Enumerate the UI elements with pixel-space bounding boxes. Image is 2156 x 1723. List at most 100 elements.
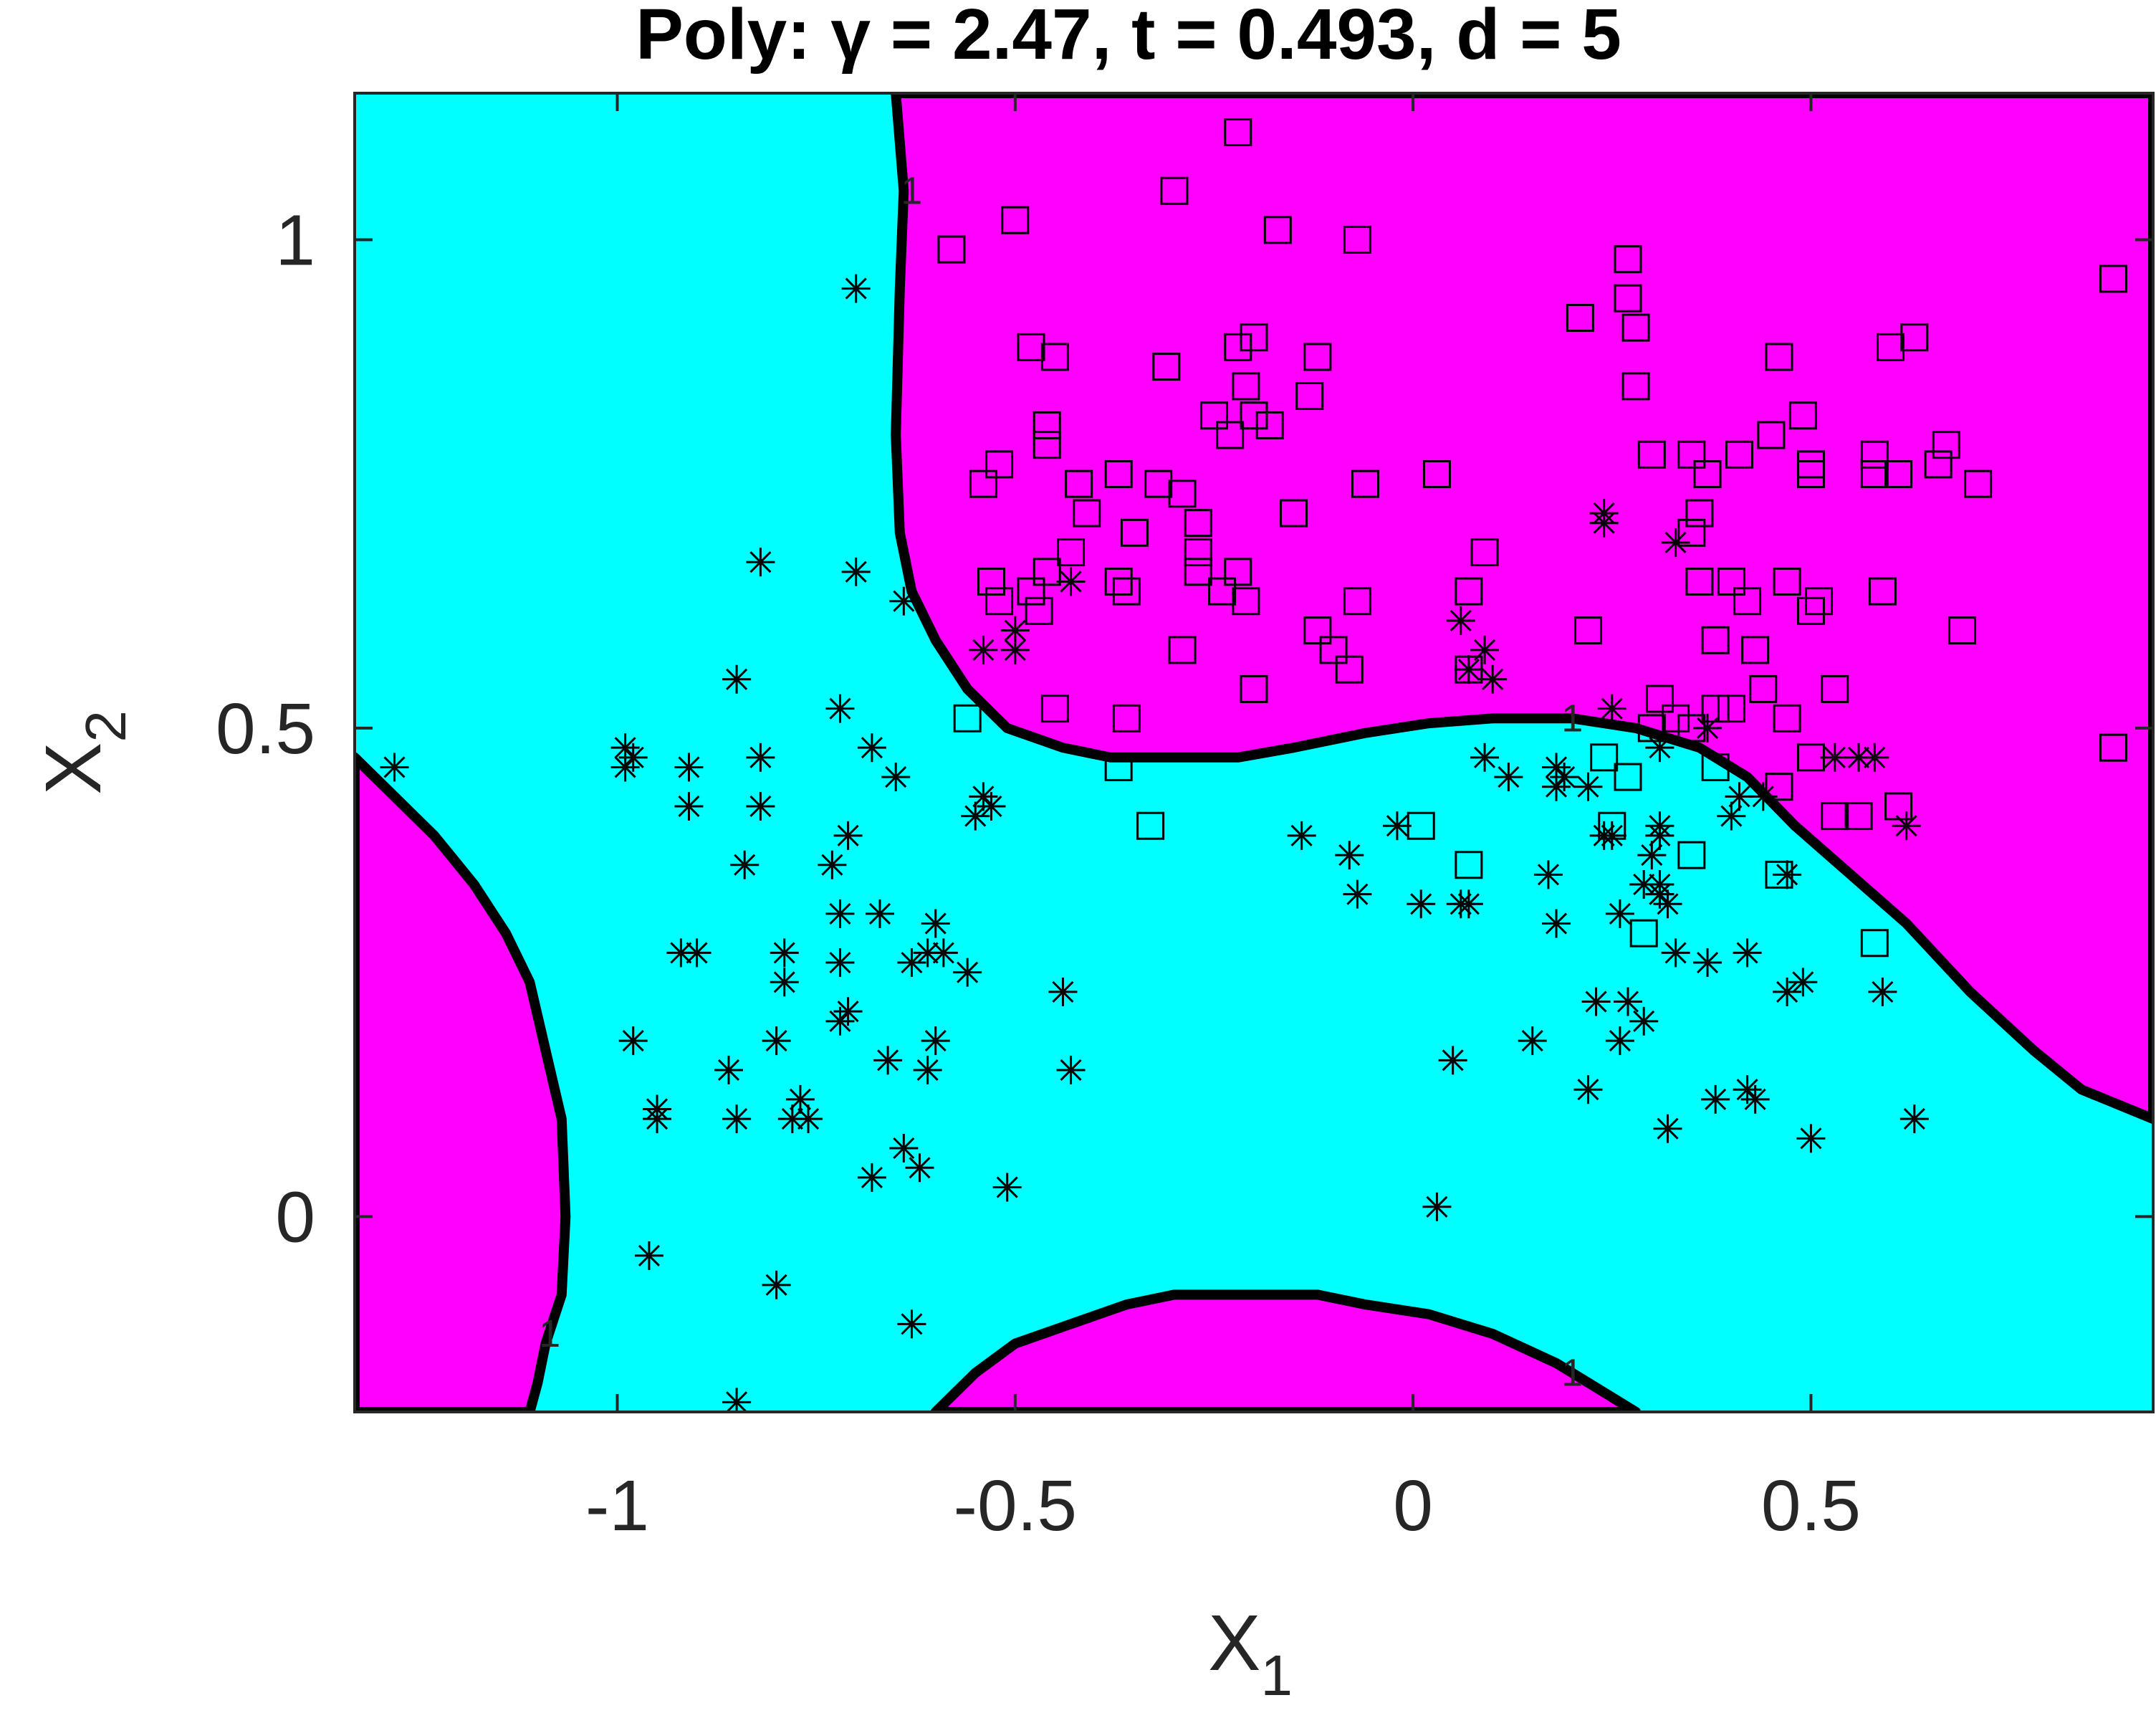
x-axis-label-subscript: 1	[1260, 1643, 1293, 1707]
star-marker	[1589, 821, 1619, 850]
square-marker	[1821, 802, 1849, 831]
square-marker	[1860, 440, 1889, 469]
square-marker	[1017, 333, 1045, 361]
star-marker	[746, 743, 775, 772]
star-marker	[1056, 567, 1086, 596]
star-marker	[722, 1104, 752, 1134]
star-marker	[1645, 821, 1675, 850]
square-marker	[1741, 636, 1770, 664]
plot-frame	[353, 92, 2155, 1413]
star-marker	[1407, 889, 1436, 919]
star-marker	[1478, 664, 1508, 694]
decision-regions: 1 1 1 1	[355, 93, 2153, 1412]
star-marker	[873, 1046, 903, 1075]
data-points	[380, 118, 2127, 1412]
star-marker	[1629, 1006, 1659, 1036]
star-marker	[1645, 879, 1675, 909]
square-marker	[2099, 733, 2127, 762]
star-marker	[762, 1270, 791, 1299]
star-marker	[1573, 772, 1603, 801]
square-marker	[1662, 704, 1690, 732]
x-axis-label-main: X	[1208, 1599, 1260, 1687]
square-marker	[1677, 841, 1706, 869]
star-marker	[921, 1026, 950, 1056]
region-positive-bottom	[930, 1289, 1642, 1412]
star-marker	[634, 1241, 663, 1270]
square-marker	[1040, 695, 1069, 723]
square-marker	[1335, 655, 1364, 684]
square-marker	[1701, 753, 1730, 781]
star-marker	[1868, 977, 1897, 1006]
x-axis-label: X1	[1208, 1599, 1293, 1707]
star-marker	[833, 821, 863, 850]
square-marker	[1152, 353, 1181, 381]
square-marker	[1104, 567, 1133, 596]
star-marker	[1693, 948, 1723, 978]
square-marker	[1677, 518, 1706, 547]
star-marker	[1645, 733, 1675, 763]
star-marker	[1533, 860, 1563, 889]
square-marker	[1240, 323, 1268, 352]
square-marker	[1621, 372, 1650, 401]
square-marker	[1280, 499, 1308, 528]
star-marker	[1796, 1124, 1826, 1153]
square-marker	[1224, 333, 1252, 361]
square-marker	[1765, 343, 1793, 371]
star-marker	[857, 733, 886, 763]
star-marker	[674, 753, 704, 782]
square-marker	[1637, 440, 1666, 469]
star-marker	[1605, 1026, 1634, 1056]
star-marker	[610, 753, 640, 782]
square-marker	[1184, 509, 1212, 538]
x-tick-label: 0.5	[1761, 1466, 1861, 1546]
star-marker	[1899, 1104, 1929, 1134]
square-marker	[1773, 567, 1801, 596]
contour-label: 1	[1561, 697, 1583, 740]
square-marker	[985, 450, 1014, 479]
star-marker	[1470, 743, 1500, 772]
square-marker	[1295, 382, 1324, 411]
star-marker	[1422, 1192, 1452, 1221]
star-marker	[1056, 1055, 1086, 1084]
square-marker	[953, 704, 982, 732]
square-marker	[1057, 538, 1086, 567]
star-marker	[1613, 987, 1642, 1016]
contour-label: 1	[901, 169, 922, 212]
square-marker	[1040, 343, 1069, 371]
square-marker	[1351, 469, 1379, 498]
x-tick-label: -1	[585, 1466, 649, 1546]
square-marker	[1017, 577, 1045, 606]
square-marker	[1693, 460, 1722, 489]
star-marker	[818, 850, 847, 879]
square-marker	[1773, 704, 1801, 732]
star-marker	[825, 948, 855, 978]
star-marker	[1892, 811, 1921, 841]
star-marker	[722, 664, 752, 694]
star-marker	[825, 899, 855, 928]
square-marker	[1422, 460, 1451, 489]
star-marker	[1597, 694, 1626, 723]
region-positive-top	[891, 93, 2153, 1125]
star-marker	[1773, 977, 1802, 1006]
square-marker	[1788, 401, 1817, 430]
star-marker	[929, 938, 958, 968]
square-marker	[1033, 431, 1061, 459]
star-marker	[746, 548, 775, 577]
y-axis-label-subscript: 2	[74, 710, 138, 743]
square-marker	[1033, 411, 1061, 439]
star-marker	[897, 948, 926, 978]
square-marker	[1319, 636, 1348, 664]
square-marker	[1757, 421, 1786, 449]
star-marker	[1335, 841, 1364, 870]
x-tick-label: -0.5	[954, 1466, 1077, 1546]
square-marker	[1303, 343, 1332, 371]
square-marker	[969, 469, 997, 498]
square-marker	[1725, 440, 1753, 469]
x-axis-ticks: -1 -0.5 0 0.5	[585, 93, 1861, 1546]
square-marker	[1677, 440, 1706, 469]
star-marker	[785, 1084, 815, 1114]
star-marker	[1748, 782, 1778, 811]
square-marker	[977, 567, 1005, 596]
square-marker	[1112, 577, 1141, 606]
